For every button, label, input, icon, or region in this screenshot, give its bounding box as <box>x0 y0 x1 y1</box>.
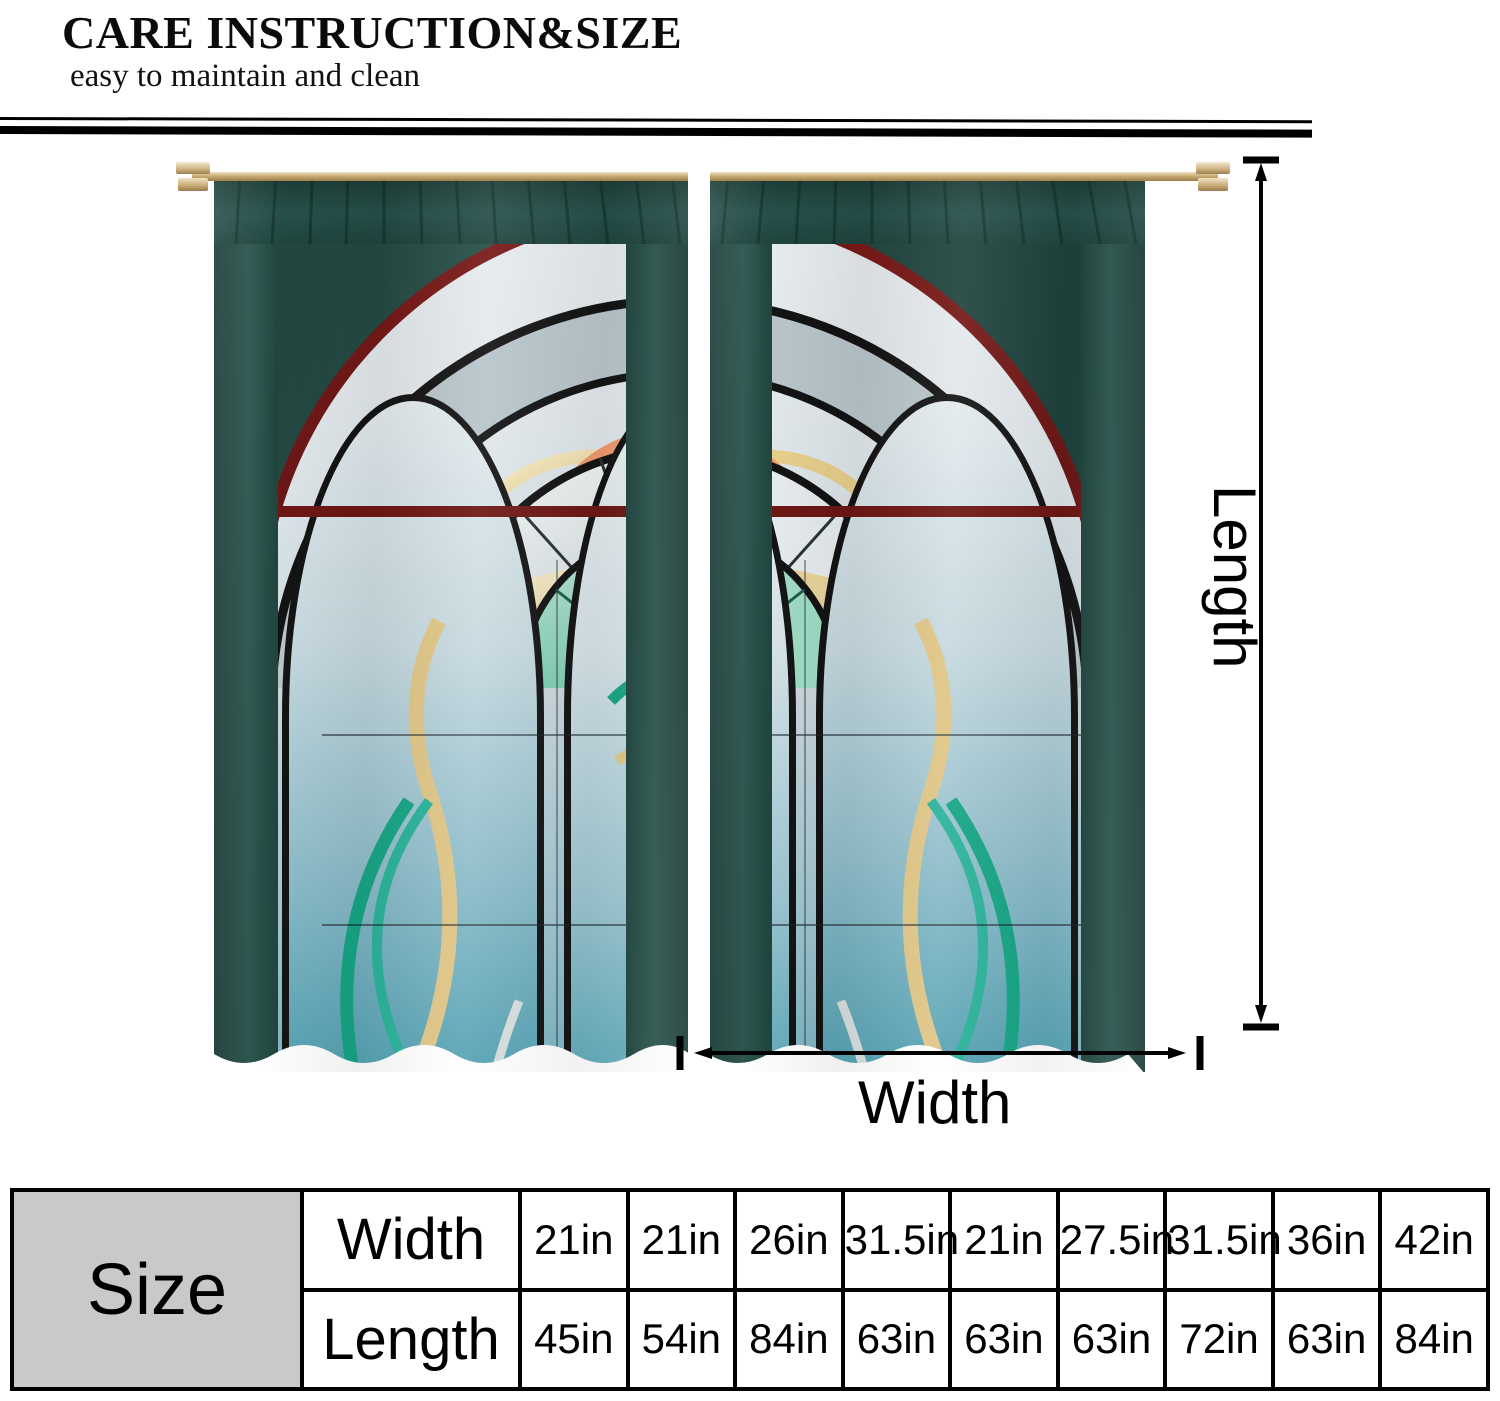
cell-length-6: 63in <box>1055 1287 1168 1391</box>
cell-width-8: 36in <box>1270 1188 1383 1292</box>
cell-width-7: 31.5in <box>1163 1188 1282 1292</box>
lancet-right-2 <box>816 394 1078 1072</box>
row-label-length: Length <box>300 1287 522 1391</box>
width-dimension-annotation: Width <box>672 1030 1212 1160</box>
length-arrow-icon <box>1243 156 1279 1031</box>
curtain-side-border-left <box>214 176 278 1072</box>
length-label: Length <box>1201 485 1268 669</box>
header-divider-thick <box>0 126 1313 138</box>
row-label-width: Width <box>300 1188 522 1292</box>
curtain-side-border-left-2 <box>708 176 772 1072</box>
table-row-width: Size Width 21in 21in 26in 31.5in 21in 27… <box>10 1188 1490 1391</box>
size-header-cell: Size <box>10 1188 304 1391</box>
rod-pocket-left <box>214 176 690 244</box>
cell-width-9: 42in <box>1378 1188 1490 1292</box>
product-illustration: Length Width <box>0 140 1500 1170</box>
scalloped-hem-left <box>214 1045 690 1072</box>
cell-length-2: 54in <box>625 1287 738 1391</box>
width-label: Width <box>858 1069 1012 1136</box>
length-dimension-annotation: Length <box>1201 155 1355 1055</box>
curtain-side-border-right-2 <box>1081 176 1145 1072</box>
page-subtitle: easy to maintain and clean <box>70 58 421 94</box>
cell-length-4: 63in <box>840 1287 953 1391</box>
cell-length-7: 72in <box>1163 1287 1275 1391</box>
pleat-shading-left <box>234 176 682 244</box>
cell-width-1: 21in <box>518 1188 630 1292</box>
cell-width-2: 21in <box>625 1188 738 1292</box>
stained-glass-artwork-right <box>708 176 1145 1072</box>
table-row-length: Length 45in 54in 84in 63in 63in 63in 72i… <box>12 1287 1490 1391</box>
curtain-side-border-right <box>626 176 690 1072</box>
cell-width-4: 31.5in <box>840 1188 959 1292</box>
rod-finial-left-icon <box>176 162 210 192</box>
rod-finial-right-icon <box>1196 162 1230 192</box>
cell-length-9: 84in <box>1378 1287 1490 1391</box>
pleat-shading-right <box>720 176 1138 244</box>
stained-glass-artwork-left <box>214 176 690 1072</box>
cell-length-1: 45in <box>518 1287 630 1391</box>
cell-length-5: 63in <box>948 1287 1060 1391</box>
rod-pocket-right <box>708 176 1145 244</box>
lancet-left <box>282 394 544 1072</box>
header-divider-thin <box>0 117 1312 124</box>
curtain-panel-left <box>214 176 690 1072</box>
cell-width-5: 21in <box>948 1188 1060 1292</box>
cell-length-3: 84in <box>733 1287 845 1391</box>
size-table: Size Width 21in 21in 26in 31.5in 21in 27… <box>10 1188 1490 1391</box>
cell-length-8: 63in <box>1270 1287 1383 1391</box>
curtain-panel-right <box>708 176 1145 1072</box>
page-title: CARE INSTRUCTION&SIZE <box>62 7 683 58</box>
panel-center-gap <box>688 170 710 1075</box>
cell-width-6: 27.5in <box>1055 1188 1174 1292</box>
cell-width-3: 26in <box>733 1188 845 1292</box>
width-arrow-icon <box>676 1036 1204 1070</box>
